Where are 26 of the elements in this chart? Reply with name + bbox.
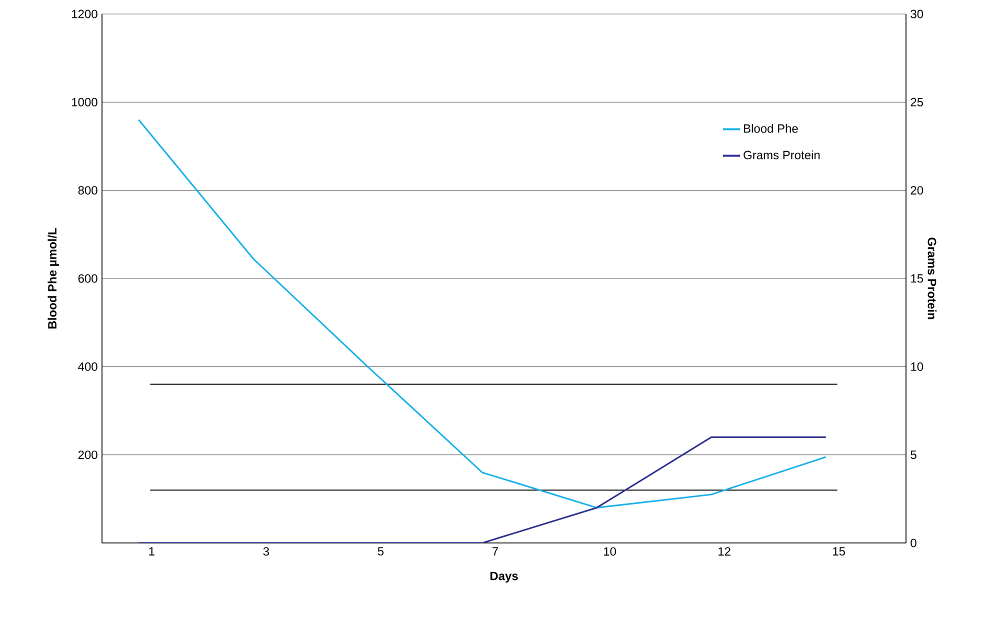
line-series bbox=[138, 118, 827, 509]
y-tick-label: 800 bbox=[78, 186, 98, 195]
x-tick-label: 1 bbox=[149, 547, 154, 556]
x-tick-label: 15 bbox=[833, 547, 845, 556]
y2-tick-label: 0 bbox=[910, 538, 916, 548]
y2-tick-label: 10 bbox=[911, 362, 924, 371]
x-tick-label: 3 bbox=[263, 547, 269, 556]
y-tick-label: 600 bbox=[78, 274, 98, 283]
x-tick-label: 5 bbox=[378, 547, 384, 556]
x-tick-label: 7 bbox=[492, 547, 498, 556]
y2-tick-label: 5 bbox=[910, 450, 916, 459]
y2-tick-label: 20 bbox=[910, 186, 924, 195]
y2-tick-label: 30 bbox=[910, 10, 924, 18]
x-tick-label: 12 bbox=[718, 547, 730, 556]
y-tick-label: 1200 bbox=[72, 10, 98, 18]
legend-label: Grams Protein bbox=[744, 150, 820, 160]
y-tick-label: 200 bbox=[78, 450, 98, 460]
y-axis-title: Blood Phe µmol/L bbox=[48, 228, 59, 328]
y-tick-label: 1000 bbox=[72, 98, 98, 106]
y2-axis-title: Grams Protein bbox=[928, 238, 937, 320]
y2-tick-label: 15 bbox=[911, 274, 924, 283]
legend-label: Blood Phe bbox=[744, 124, 798, 133]
y-tick-label: 400 bbox=[78, 362, 98, 371]
y2-tick-label: 25 bbox=[910, 98, 924, 106]
x-axis-title: Days bbox=[490, 572, 518, 583]
x-tick-label: 10 bbox=[604, 547, 616, 556]
